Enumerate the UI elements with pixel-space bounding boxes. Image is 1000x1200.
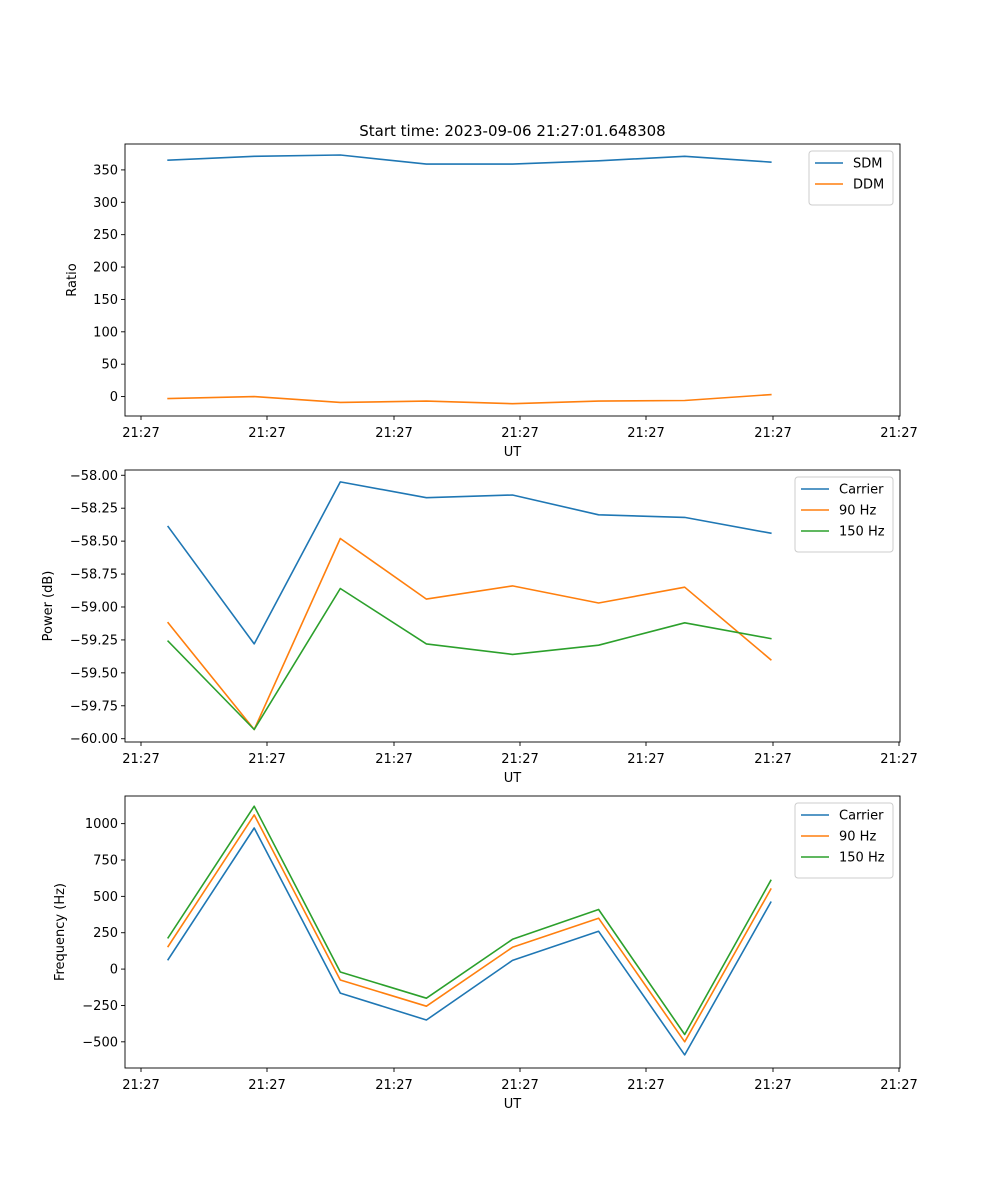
x-axis-label: UT [504, 445, 522, 460]
x-tick-label: 21:27 [501, 752, 538, 767]
subplot-2: −60.00 −59.75 −59.50 −59.25 −59.00 −58.75 −58.… [41, 469, 918, 786]
y-axis-label: Ratio [65, 263, 80, 296]
x-tick-label: 21:27 [880, 426, 917, 441]
series-line-carrier [166, 827, 772, 1056]
legend-label: DDM [853, 178, 884, 193]
x-tick-label: 21:27 [627, 426, 664, 441]
y-tick-label: 200 [93, 261, 118, 276]
x-tick-label: 21:27 [248, 1078, 285, 1093]
x-tick-label: 21:27 [754, 426, 791, 441]
x-tick-label: 21:27 [501, 1078, 538, 1093]
y-tick-label: −59.00 [70, 600, 118, 615]
y-tick-label: −59.25 [70, 633, 118, 648]
x-tick-label: 21:27 [375, 752, 412, 767]
y-tick-label: 1000 [85, 817, 118, 832]
series-line-90-hz [166, 814, 772, 1043]
x-tick-label: 21:27 [880, 752, 917, 767]
series-line-150-hz [166, 805, 772, 1036]
x-tick-label: 21:27 [880, 1078, 917, 1093]
x-tick-label: 21:27 [375, 426, 412, 441]
x-tick-label: 21:27 [122, 426, 159, 441]
y-tick-label: −58.00 [70, 469, 118, 484]
series-line-90-hz [166, 537, 772, 731]
y-tick-label: −58.50 [70, 535, 118, 550]
legend-label: SDM [853, 157, 882, 172]
y-tick-label: 500 [93, 890, 118, 905]
legend-label: 90 Hz [839, 830, 876, 845]
x-axis-label: UT [504, 771, 522, 786]
x-tick-label: 21:27 [501, 426, 538, 441]
legend-label: Carrier [839, 809, 884, 824]
x-tick-label: 21:27 [122, 1078, 159, 1093]
y-tick-label: 100 [93, 325, 118, 340]
y-tick-label: 0 [110, 963, 118, 978]
y-tick-label: −250 [82, 999, 118, 1014]
y-tick-label: 50 [101, 358, 118, 373]
y-tick-label: −58.75 [70, 568, 118, 583]
x-axis-label: UT [504, 1097, 522, 1112]
subplot-1: Start time: 2023-09-06 21:27:01.648308 0 5… [65, 122, 918, 460]
y-tick-label: 250 [93, 926, 118, 941]
axes-frame [124, 795, 901, 1069]
series-line-carrier [166, 481, 772, 645]
y-tick-label: 250 [93, 228, 118, 243]
y-tick-label: 150 [93, 293, 118, 308]
chart-title: Start time: 2023-09-06 21:27:01.648308 [359, 122, 665, 140]
x-tick-label: 21:27 [627, 1078, 664, 1093]
x-tick-label: 21:27 [248, 426, 285, 441]
y-tick-label: 0 [110, 390, 118, 405]
y-axis-label: Power (dB) [41, 571, 56, 642]
y-tick-label: 750 [93, 854, 118, 869]
series-line-150-hz [166, 587, 772, 731]
axes-frame [124, 143, 901, 417]
legend: Carrier 90 Hz 150 Hz [794, 802, 894, 879]
x-tick-label: 21:27 [754, 1078, 791, 1093]
legend-label: Carrier [839, 483, 884, 498]
y-tick-label: −60.00 [70, 732, 118, 747]
x-tick-label: 21:27 [627, 752, 664, 767]
y-tick-label: −500 [82, 1035, 118, 1050]
y-tick-label: 350 [93, 163, 118, 178]
legend-box [794, 476, 894, 553]
y-tick-label: 300 [93, 196, 118, 211]
y-tick-label: −58.25 [70, 502, 118, 517]
y-tick-label: −59.75 [70, 699, 118, 714]
series-line-ddm [167, 393, 772, 405]
subplot-3: −500 −250 0 250 500 750 1000 21:27 21:27 21:27 21:… [53, 795, 918, 1112]
legend-box [808, 150, 894, 206]
legend-label: 90 Hz [839, 504, 876, 519]
legend-label: 150 Hz [839, 525, 885, 540]
x-tick-label: 21:27 [122, 752, 159, 767]
axes-frame [124, 469, 901, 743]
legend: Carrier 90 Hz 150 Hz [794, 476, 894, 553]
legend-box [794, 802, 894, 879]
y-tick-label: −59.50 [70, 666, 118, 681]
legend-label: 150 Hz [839, 851, 885, 866]
x-tick-label: 21:27 [754, 752, 791, 767]
series-line-sdm [167, 154, 772, 165]
y-axis-label: Frequency (Hz) [53, 883, 68, 981]
legend: SDM DDM [808, 150, 894, 206]
x-tick-label: 21:27 [248, 752, 285, 767]
x-tick-label: 21:27 [375, 1078, 412, 1093]
